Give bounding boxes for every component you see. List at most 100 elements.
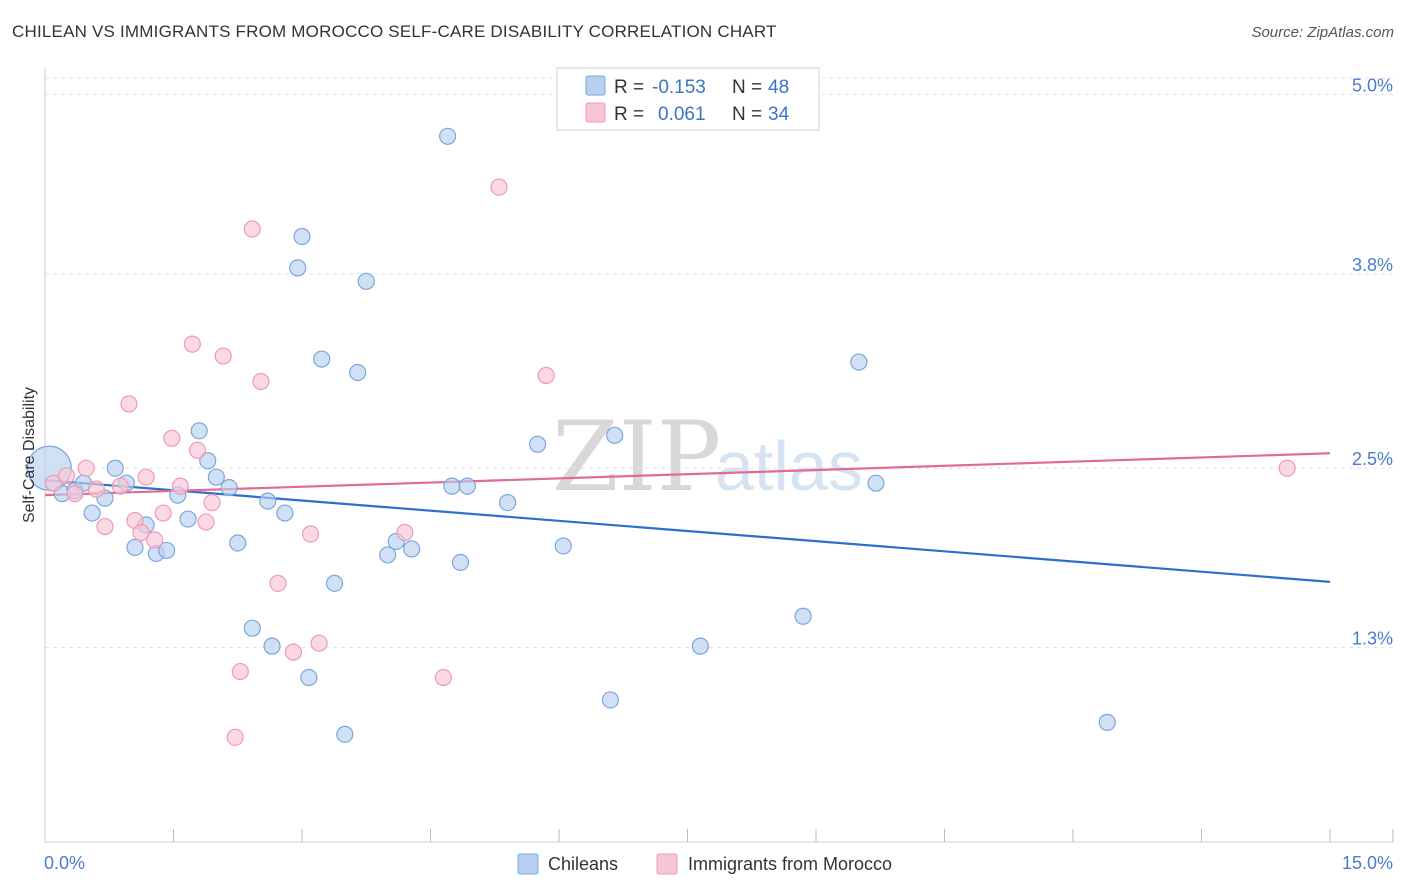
point-chileans [207,468,225,486]
point-chileans [243,619,261,637]
point-chileans [106,459,124,477]
point-chileans [293,227,311,246]
point-morocco [231,662,249,681]
legend-n-label-2: N = [732,104,762,125]
point-chileans [83,504,101,522]
legend-r-label-1: R = [614,77,644,98]
point-morocco [310,634,328,652]
bottom-legend-swatch-chileans [517,853,539,875]
chart-title: CHILEAN VS IMMIGRANTS FROM MOROCCO SELF-… [12,22,777,41]
point-chileans [528,435,547,453]
point-morocco [120,395,138,413]
point-chileans [259,492,277,510]
point-morocco [146,531,164,549]
bottom-legend: Chileans Immigrants from Morocco [517,853,892,875]
trend-line-morocco [44,452,1331,497]
point-morocco [137,468,155,486]
y-tick-labels: 1.3% 2.5% 3.8% 5.0% [1352,75,1393,648]
legend-n-label-1: N = [732,77,762,98]
x-tick-label-max: 15.0% [1342,853,1393,873]
point-morocco [214,347,232,365]
point-chileans [867,474,885,492]
point-chileans [379,546,397,564]
point-morocco [188,441,207,459]
point-chileans [190,422,208,440]
point-morocco [163,429,181,447]
point-morocco [66,485,84,503]
point-chileans [220,479,238,497]
bottom-legend-swatch-morocco [656,853,678,875]
point-chileans [794,607,812,625]
point-morocco [197,513,215,531]
point-morocco [1278,459,1296,477]
point-chileans [606,426,624,444]
point-chileans [403,540,421,558]
point-morocco [111,477,129,495]
watermark-zip: ZIP [552,401,721,513]
point-chileans [443,477,461,495]
point-chileans [325,574,344,592]
legend-swatch-chileans [585,75,606,96]
point-chileans [263,637,281,655]
point-morocco [203,494,221,512]
point-morocco [87,480,106,498]
point-chileans [357,272,375,290]
y-tick-label: 1.3% [1352,629,1393,649]
point-morocco [396,523,414,542]
y-tick-label: 3.8% [1352,255,1393,275]
point-chileans [691,637,709,655]
source-label: Source: ZipAtlas.com [1251,24,1394,41]
watermark-atlas: atlas [715,427,863,505]
point-chileans [850,353,868,371]
legend-swatch-morocco [585,102,606,123]
point-morocco [434,668,452,687]
grid-lines [45,77,1393,649]
legend-n-value-1: 48 [768,77,789,98]
point-chileans [179,510,197,528]
point-morocco [243,220,261,238]
point-morocco [301,525,320,543]
data-points [26,127,1296,746]
point-chileans [499,494,517,512]
point-morocco [269,574,287,592]
point-chileans [229,534,247,552]
point-chileans [336,725,354,743]
point-chileans [439,127,457,145]
trend-lines [44,452,1331,583]
point-morocco [57,467,76,485]
point-morocco [77,459,95,477]
point-morocco [537,366,555,385]
point-morocco [490,178,508,196]
point-chileans [276,504,294,522]
point-chileans [300,668,318,687]
point-morocco [171,477,189,495]
point-chileans [199,452,217,470]
point-morocco [154,504,172,522]
point-chileans [554,537,572,555]
point-morocco [44,474,63,492]
point-chileans [458,477,476,495]
point-chileans [349,363,367,382]
legend-r-value-1: -0.153 [652,77,706,98]
point-chileans [289,259,307,277]
y-axis-title: Self-Care Disability [21,387,38,523]
point-morocco [226,728,244,746]
y-tick-label: 5.0% [1352,75,1393,95]
legend-n-value-2: 34 [768,104,790,125]
point-morocco [96,517,114,536]
point-morocco [132,523,150,542]
top-legend: R = -0.153 N = 48 R = 0.061 N = 34 [556,67,820,131]
legend-r-label-2: R = [614,104,644,125]
point-chileans [1098,713,1116,731]
bottom-legend-label-chileans: Chileans [548,854,618,874]
point-chileans [126,538,144,557]
bottom-legend-label-morocco: Immigrants from Morocco [688,854,892,874]
point-chileans [601,691,620,709]
trend-line-chileans [44,479,1331,583]
point-morocco [183,335,201,353]
legend-r-value-2: 0.061 [658,104,706,125]
y-tick-label: 2.5% [1352,449,1393,469]
point-morocco [284,643,303,661]
point-chileans [313,350,331,368]
x-tick-label-min: 0.0% [44,853,85,873]
